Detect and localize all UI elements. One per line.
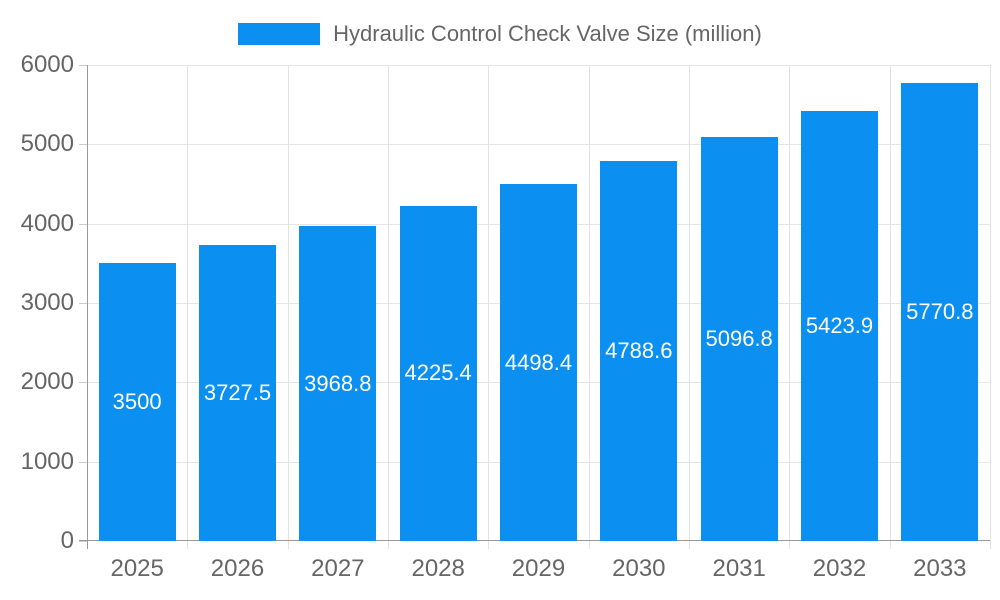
- legend-label: Hydraulic Control Check Valve Size (mill…: [333, 21, 762, 46]
- bar-value-label: 4788.6: [605, 338, 673, 364]
- bar-value-label: 3968.8: [304, 370, 372, 396]
- bar-value-label: 5770.8: [906, 299, 974, 325]
- bar: 5770.8: [901, 83, 979, 541]
- bar-value-label: 4498.4: [504, 349, 573, 375]
- y-axis-tick-label: 6000: [20, 51, 74, 78]
- legend[interactable]: Hydraulic Control Check Valve Size (mill…: [0, 21, 1000, 46]
- legend-swatch-icon: [238, 23, 321, 45]
- y-gridline: [87, 65, 990, 66]
- x-axis-tick-label: 2026: [210, 555, 265, 582]
- y-axis-tick-label: 3000: [20, 289, 74, 316]
- x-axis-tick-label: 2027: [311, 555, 365, 582]
- bar: 5423.9: [801, 110, 878, 541]
- y-tick-mark: [79, 144, 87, 146]
- x-gridline: [789, 65, 791, 549]
- y-axis-tick-label: 2000: [20, 368, 74, 396]
- x-axis-tick-label: 2030: [612, 555, 666, 582]
- y-axis-tick-label: 5000: [20, 130, 74, 158]
- y-tick-mark: [79, 223, 87, 225]
- x-axis-tick-label: 2025: [110, 555, 164, 582]
- y-tick-mark: [79, 541, 87, 542]
- bar-value-label: 4225.4: [404, 360, 472, 386]
- x-gridline: [388, 65, 389, 549]
- y-tick-mark: [79, 65, 87, 66]
- bar: 3500: [98, 263, 176, 541]
- bar: 3968.8: [299, 226, 377, 541]
- bar-value-label: 5423.9: [805, 312, 874, 338]
- bar: 4225.4: [399, 205, 477, 541]
- x-gridline: [889, 65, 891, 549]
- y-gridline: [87, 144, 990, 146]
- bar: 4788.6: [600, 161, 678, 541]
- y-axis-tick-label: 1000: [20, 447, 74, 475]
- bar-value-label: 5096.8: [705, 325, 773, 351]
- x-gridline: [488, 65, 490, 549]
- y-tick-mark: [79, 382, 87, 384]
- x-gridline: [588, 65, 590, 549]
- bar: 4498.4: [500, 184, 577, 541]
- x-axis-tick-label: 2029: [511, 555, 566, 582]
- bar: 5096.8: [700, 136, 778, 541]
- x-gridline: [689, 65, 690, 549]
- y-tick-mark: [79, 303, 87, 304]
- x-axis-tick-label: 2033: [913, 555, 967, 582]
- x-axis-tick-label: 2031: [712, 555, 766, 582]
- x-gridline: [187, 65, 189, 549]
- x-gridline: [287, 65, 289, 549]
- x-axis-tick-label: 2028: [411, 555, 465, 582]
- x-axis-tick-label: 2032: [812, 555, 867, 582]
- bar-value-label: 3500: [112, 389, 162, 415]
- y-axis-line: [87, 65, 88, 549]
- y-axis-tick-label: 0: [60, 527, 74, 554]
- x-gridline: [990, 65, 991, 549]
- bar: 3727.5: [199, 245, 276, 541]
- y-axis-tick-label: 4000: [20, 209, 74, 237]
- plot-area: 0 1000 2000 3000 4000 5000 6000 3500 2025 3727.5 2…: [21, 53, 991, 581]
- y-tick-mark: [79, 461, 87, 463]
- bar-value-label: 3727.5: [203, 380, 272, 406]
